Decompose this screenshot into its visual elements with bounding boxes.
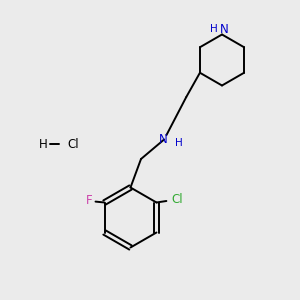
Text: N: N [220, 22, 229, 36]
Text: H: H [210, 24, 218, 34]
Text: F: F [85, 194, 92, 208]
Text: Cl: Cl [171, 193, 183, 206]
Text: H: H [175, 137, 183, 148]
Text: Cl: Cl [67, 137, 79, 151]
Text: N: N [158, 133, 167, 146]
Text: H: H [38, 137, 47, 151]
